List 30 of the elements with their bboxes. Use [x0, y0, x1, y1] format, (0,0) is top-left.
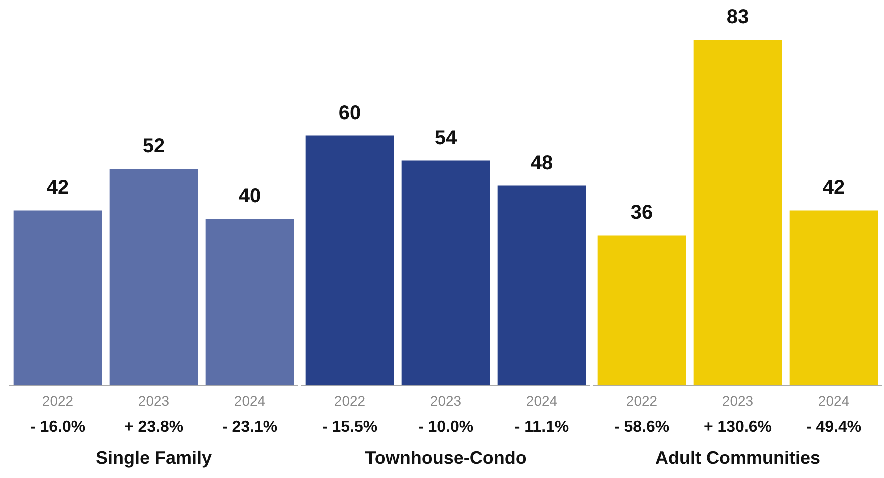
- data-label: 52: [142, 136, 166, 158]
- text: + 130.6%: [704, 419, 772, 436]
- x-axis-title: Single Family: [96, 448, 212, 468]
- x-tick-label: 2024: [818, 392, 850, 409]
- data-label: 42: [822, 177, 846, 200]
- data-label: 48: [530, 152, 554, 174]
- text: - 58.6%: [614, 419, 670, 436]
- x-tick-label: 2023: [430, 392, 462, 409]
- x-tick-label: 2024: [526, 392, 558, 409]
- x-tick-label: 2024: [234, 392, 266, 409]
- text: - 49.4%: [806, 419, 862, 436]
- text: - 15.5%: [322, 419, 378, 436]
- data-label: 42: [46, 177, 70, 200]
- text: - 16.0%: [30, 419, 86, 436]
- data-label: 36: [630, 202, 654, 224]
- text: - 23.1%: [222, 419, 278, 436]
- x-axis-title: Adult Communities: [656, 448, 820, 468]
- data-label: 40: [238, 186, 262, 208]
- x-tick-label: 2022: [334, 392, 366, 409]
- text: + 23.8%: [124, 419, 184, 436]
- x-tick-label: 2023: [722, 392, 754, 409]
- x-tick-label: 2022: [626, 392, 658, 409]
- text: - 10.0%: [418, 419, 474, 436]
- text: - 11.1%: [514, 419, 570, 436]
- data-label: 83: [726, 6, 750, 29]
- x-axis-title: Townhouse-Condo: [365, 448, 527, 468]
- x-tick-label: 2022: [42, 392, 74, 409]
- x-tick-label: 2023: [138, 392, 170, 409]
- data-label: 54: [434, 127, 458, 150]
- data-label: 60: [338, 102, 362, 124]
